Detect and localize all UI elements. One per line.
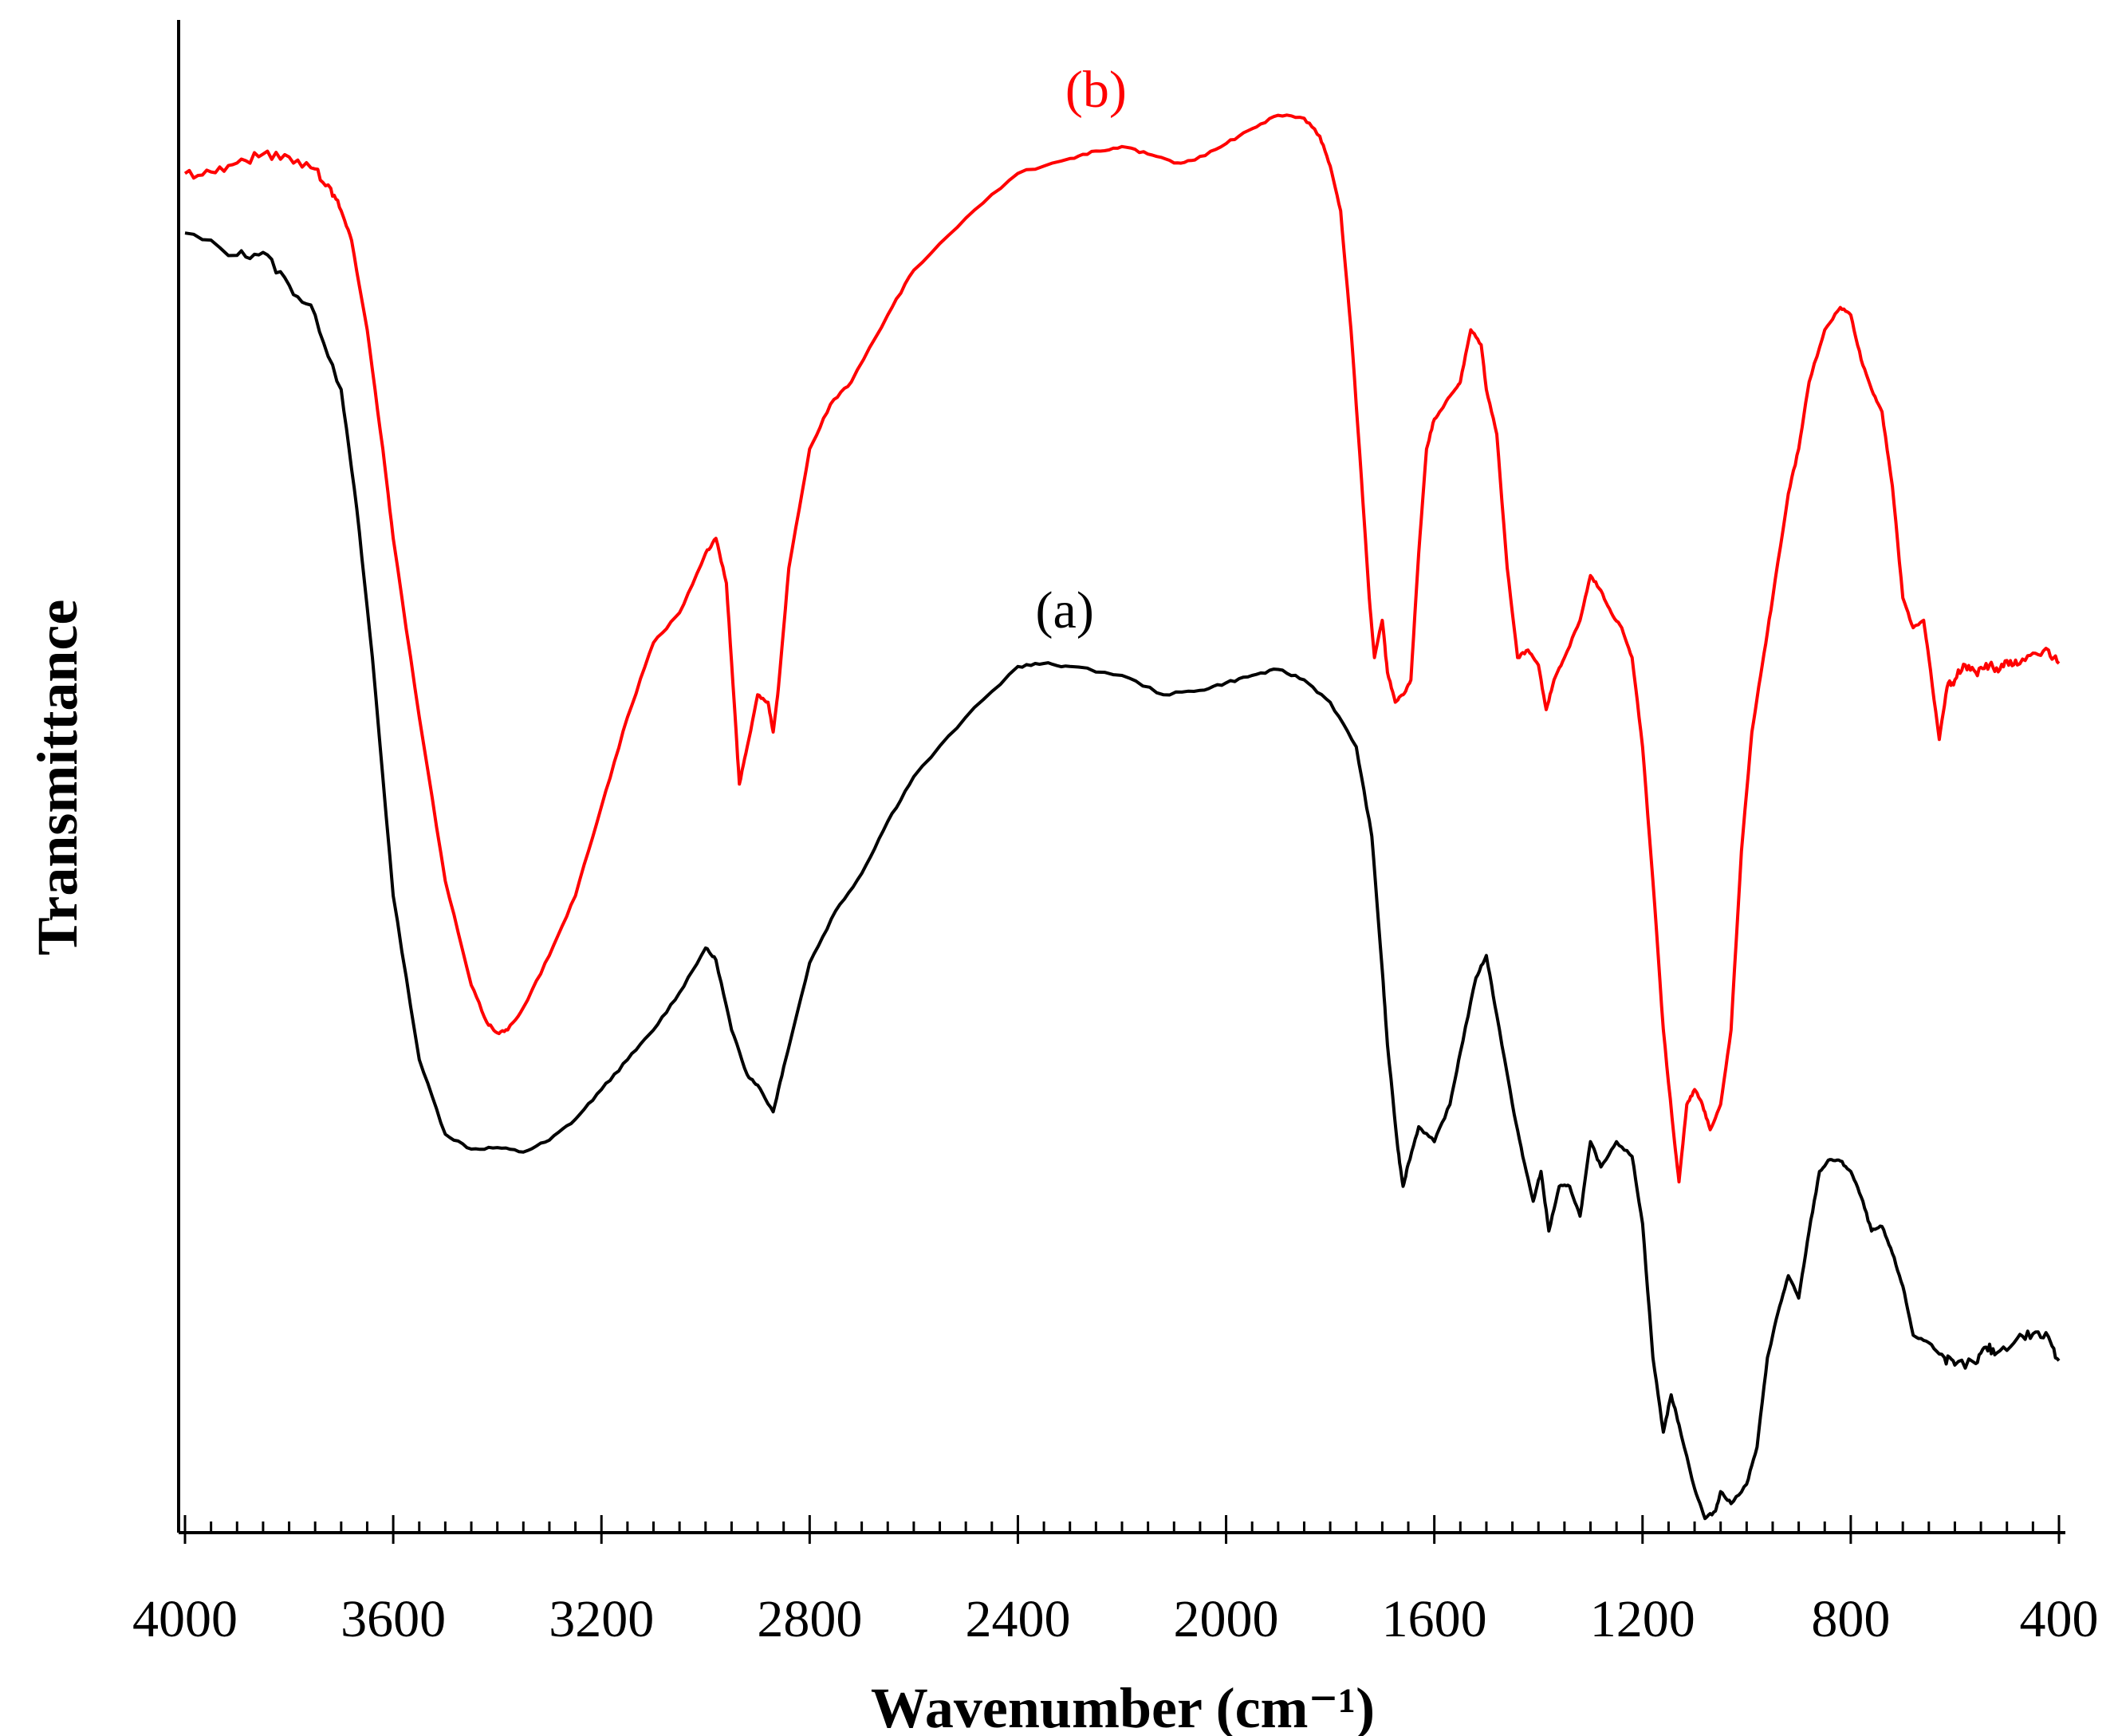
x-major-ticks [183, 1515, 2061, 1544]
x-tick-label: 3600 [341, 1590, 446, 1648]
x-minor-ticks [210, 1521, 2034, 1533]
series-line-a [184, 231, 2061, 1521]
x-tick-label: 400 [2020, 1590, 2099, 1648]
series-label-b: (b) [1065, 61, 1127, 119]
x-tick-label: 1200 [1590, 1590, 1695, 1648]
series-labels: (a) (b) [1036, 61, 1127, 640]
x-tick-label: 1600 [1382, 1590, 1487, 1648]
series-label-a: (a) [1036, 581, 1094, 640]
x-tick-label: 2000 [1174, 1590, 1279, 1648]
axes [177, 20, 2065, 1534]
x-tick-labels: 4000 3600 3200 2800 2400 2000 1600 1200 800 400 [132, 1590, 2099, 1648]
series-line-b [183, 113, 2061, 1184]
x-tick-label: 2800 [757, 1590, 862, 1648]
series-lines [183, 113, 2061, 1521]
y-axis-title: Transmittance [26, 600, 89, 956]
x-axis-title: Wavenumber (cm⁻¹) [871, 1676, 1375, 1736]
x-tick-label: 4000 [132, 1590, 238, 1648]
x-tick-label: 2400 [965, 1590, 1070, 1648]
x-tick-label: 3200 [549, 1590, 654, 1648]
x-tick-label: 800 [1811, 1590, 1890, 1648]
